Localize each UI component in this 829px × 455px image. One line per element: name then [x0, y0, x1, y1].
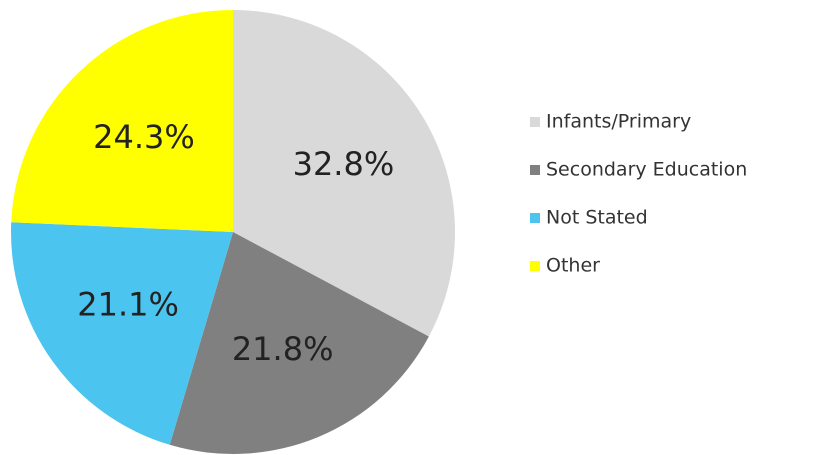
legend-label: Secondary Education [546, 159, 747, 181]
legend-swatch [530, 261, 540, 271]
legend-swatch [530, 165, 540, 175]
legend-swatch [530, 117, 540, 127]
data-label: 21.8% [232, 330, 334, 368]
data-label: 21.1% [77, 286, 179, 324]
pie-slice [10, 222, 233, 445]
data-label: 24.3% [93, 118, 195, 156]
legend-label: Infants/Primary [546, 111, 691, 133]
data-label: 32.8% [293, 145, 395, 183]
legend-label: Other [546, 255, 600, 277]
pie-slice [11, 10, 233, 232]
legend-swatch [530, 213, 540, 223]
pie-slice [169, 232, 429, 455]
pie-slice [233, 10, 455, 337]
legend-label: Not Stated [546, 207, 648, 229]
